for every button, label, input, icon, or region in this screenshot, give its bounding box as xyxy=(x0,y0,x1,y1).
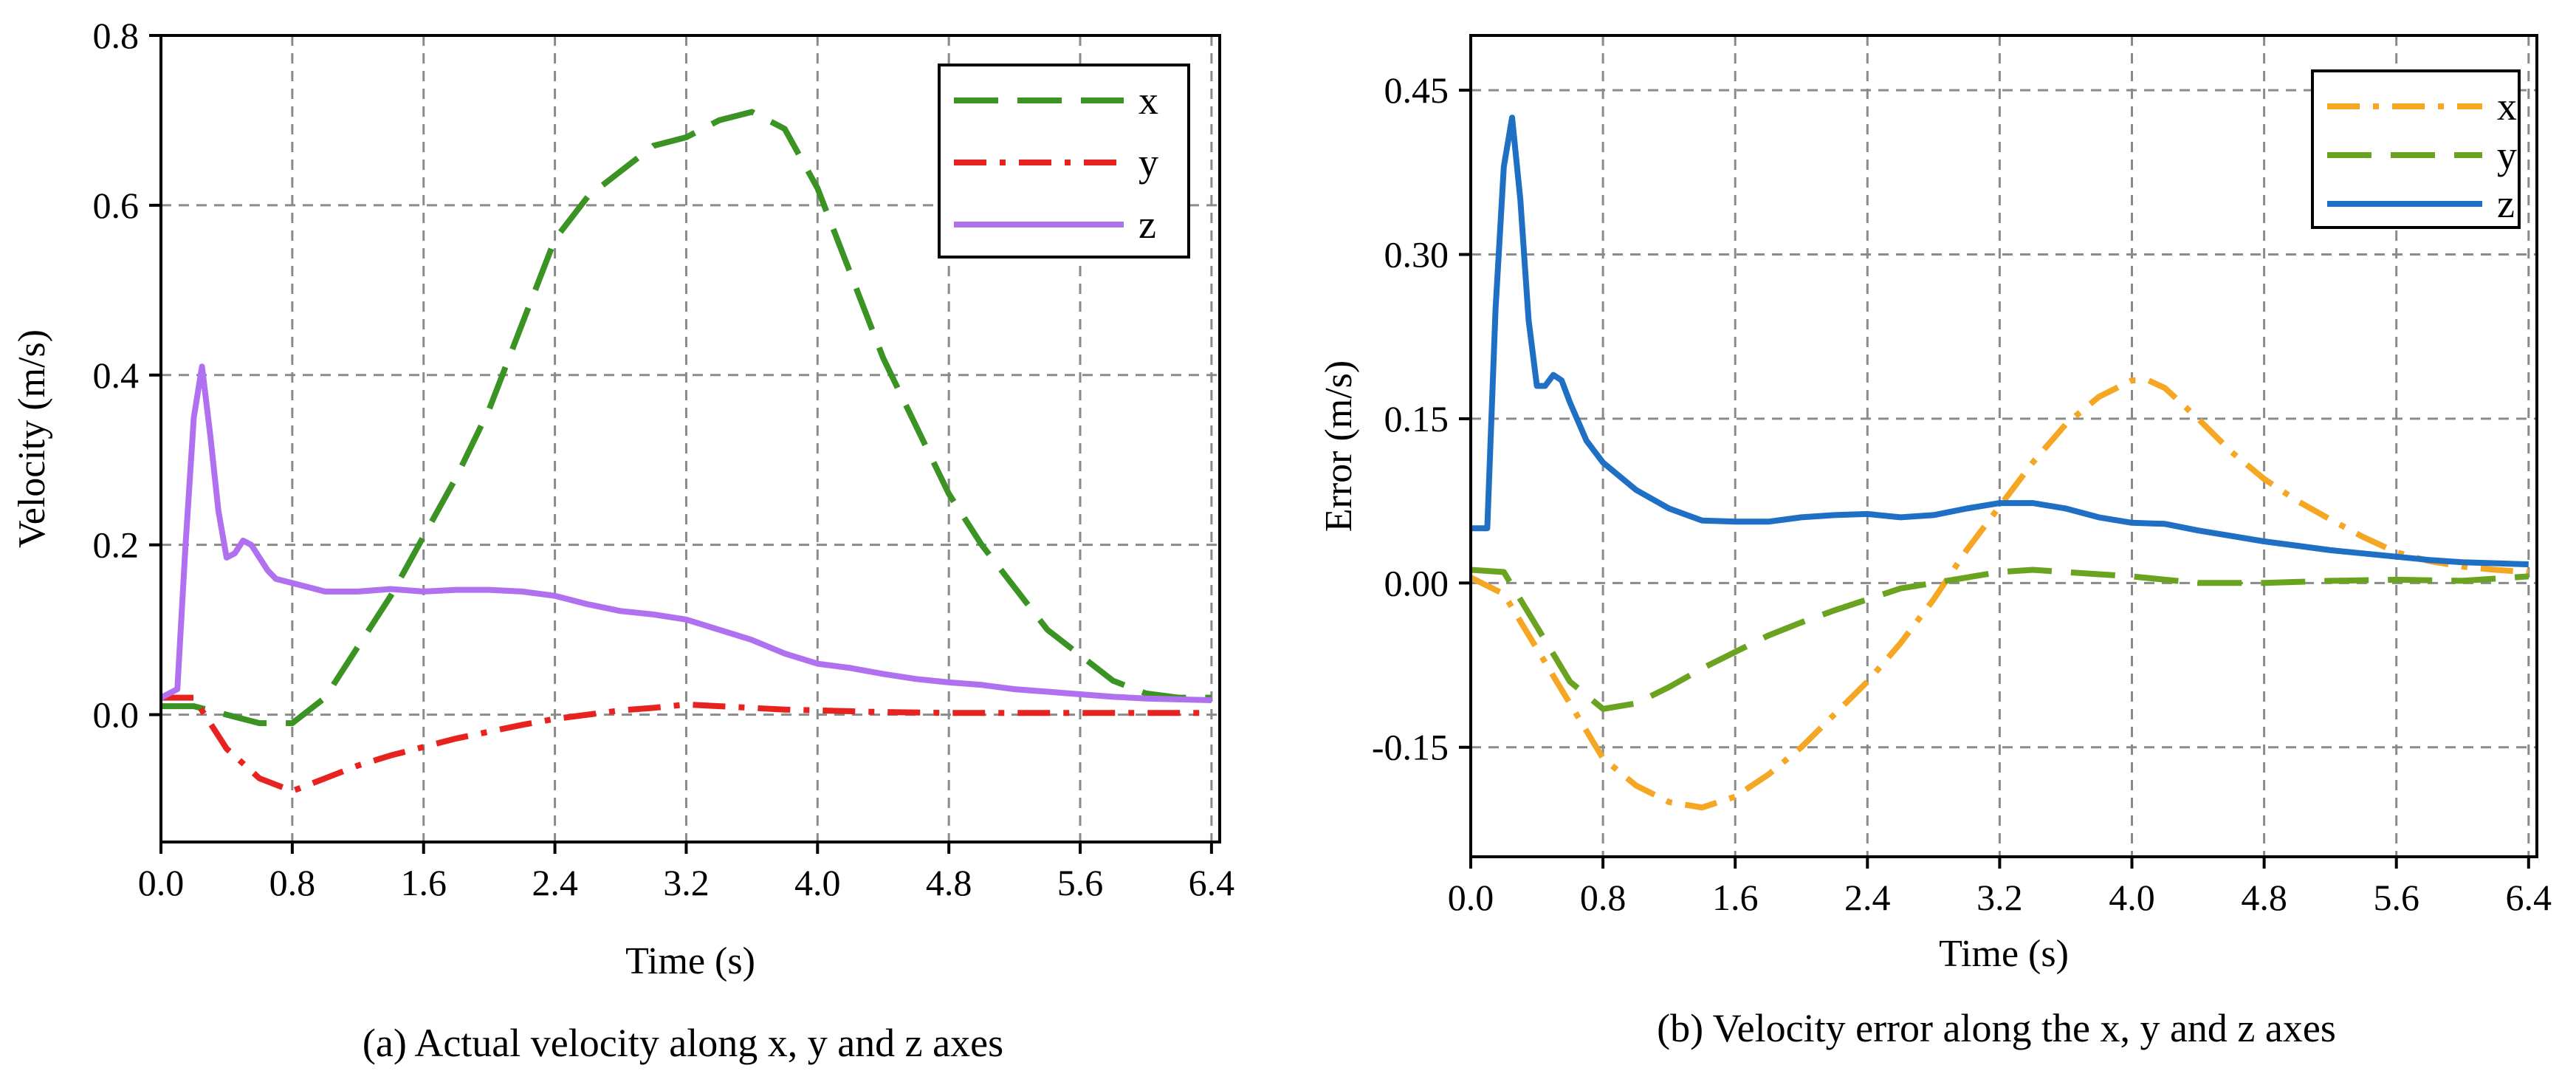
x-tick-label: 4.0 xyxy=(794,862,841,903)
chart-caption: (b) Velocity error along the x, y and z … xyxy=(1657,1006,2336,1050)
legend-label-x: x xyxy=(2497,84,2517,129)
x-tick-label: 2.4 xyxy=(1844,877,1891,918)
chart-b-velocity-error: 0.0 0.8 1.6 2.4 3.2 4.0 4.8 5.6 6.4 -0.15 0.00 0.15… xyxy=(1318,34,2552,1050)
x-tick-label: 4.8 xyxy=(2241,877,2287,918)
x-tick-label: 3.2 xyxy=(663,862,710,903)
x-tick-label: 0.0 xyxy=(138,862,185,903)
y-tick-label: 0.0 xyxy=(93,694,140,736)
x-tick-label: 4.8 xyxy=(926,862,972,903)
x-tick-label: 1.6 xyxy=(1712,877,1759,918)
legend-label-y: y xyxy=(1138,140,1158,185)
legend: xyz xyxy=(938,64,1190,259)
grid xyxy=(1471,35,2537,857)
x-tick-label: 6.4 xyxy=(1189,862,1235,903)
x-tick-label: 1.6 xyxy=(400,862,447,903)
y-tick-label: 0.30 xyxy=(1384,234,1449,275)
y-tick-label: 0.4 xyxy=(93,355,140,396)
series-line-z xyxy=(1471,114,2529,568)
legend-label-y: y xyxy=(2497,133,2517,177)
y-axis-label: Error (m/s) xyxy=(1318,360,1360,532)
y-tick-label: 0.2 xyxy=(93,524,140,566)
x-axis-label: Time (s) xyxy=(1939,933,2069,975)
series-line-y xyxy=(1471,567,2529,712)
x-tick-label: 3.2 xyxy=(1976,877,2023,918)
y-tick-label: 0.00 xyxy=(1384,562,1449,603)
series-line-x xyxy=(161,109,1212,727)
series-group xyxy=(1471,114,2529,811)
x-tick-label: 0.8 xyxy=(269,862,316,903)
plot-frame xyxy=(159,34,1221,843)
y-tick-label: -0.15 xyxy=(1372,727,1449,768)
legend-label-z: z xyxy=(2497,182,2515,226)
x-tick-label: 6.4 xyxy=(2506,877,2552,918)
x-tick-label: 0.8 xyxy=(1580,877,1627,918)
x-axis-label: Time (s) xyxy=(625,940,755,982)
plot-frame xyxy=(1469,34,2538,858)
y-tick-label: 0.6 xyxy=(93,185,140,226)
y-axis-label: Velocity (m/s) xyxy=(11,329,53,548)
x-tick-label: 2.4 xyxy=(532,862,578,903)
y-tick-label: 0.15 xyxy=(1384,398,1449,439)
series-line-x xyxy=(1471,377,2529,811)
y-tick-label: 0.8 xyxy=(93,15,140,56)
legend-label-z: z xyxy=(1138,202,1156,247)
chart-caption: (a) Actual velocity along x, y and z axe… xyxy=(363,1021,1003,1065)
legend: xyz xyxy=(2311,69,2521,229)
legend-label-x: x xyxy=(1138,78,1158,123)
series-group xyxy=(161,109,1212,794)
x-tick-label: 0.0 xyxy=(1448,877,1494,918)
x-tick-label: 4.0 xyxy=(2109,877,2155,918)
chart-a-velocity: 0.0 0.8 1.6 2.4 3.2 4.0 4.8 5.6 6.4 0.0 0.2 0.4 0.6 0… xyxy=(11,15,1234,1065)
series-line-y xyxy=(161,694,1212,794)
x-tick-label: 5.6 xyxy=(2373,877,2419,918)
series-line-z xyxy=(161,363,1212,703)
y-tick-label: 0.45 xyxy=(1384,69,1449,111)
x-tick-label: 5.6 xyxy=(1057,862,1104,903)
